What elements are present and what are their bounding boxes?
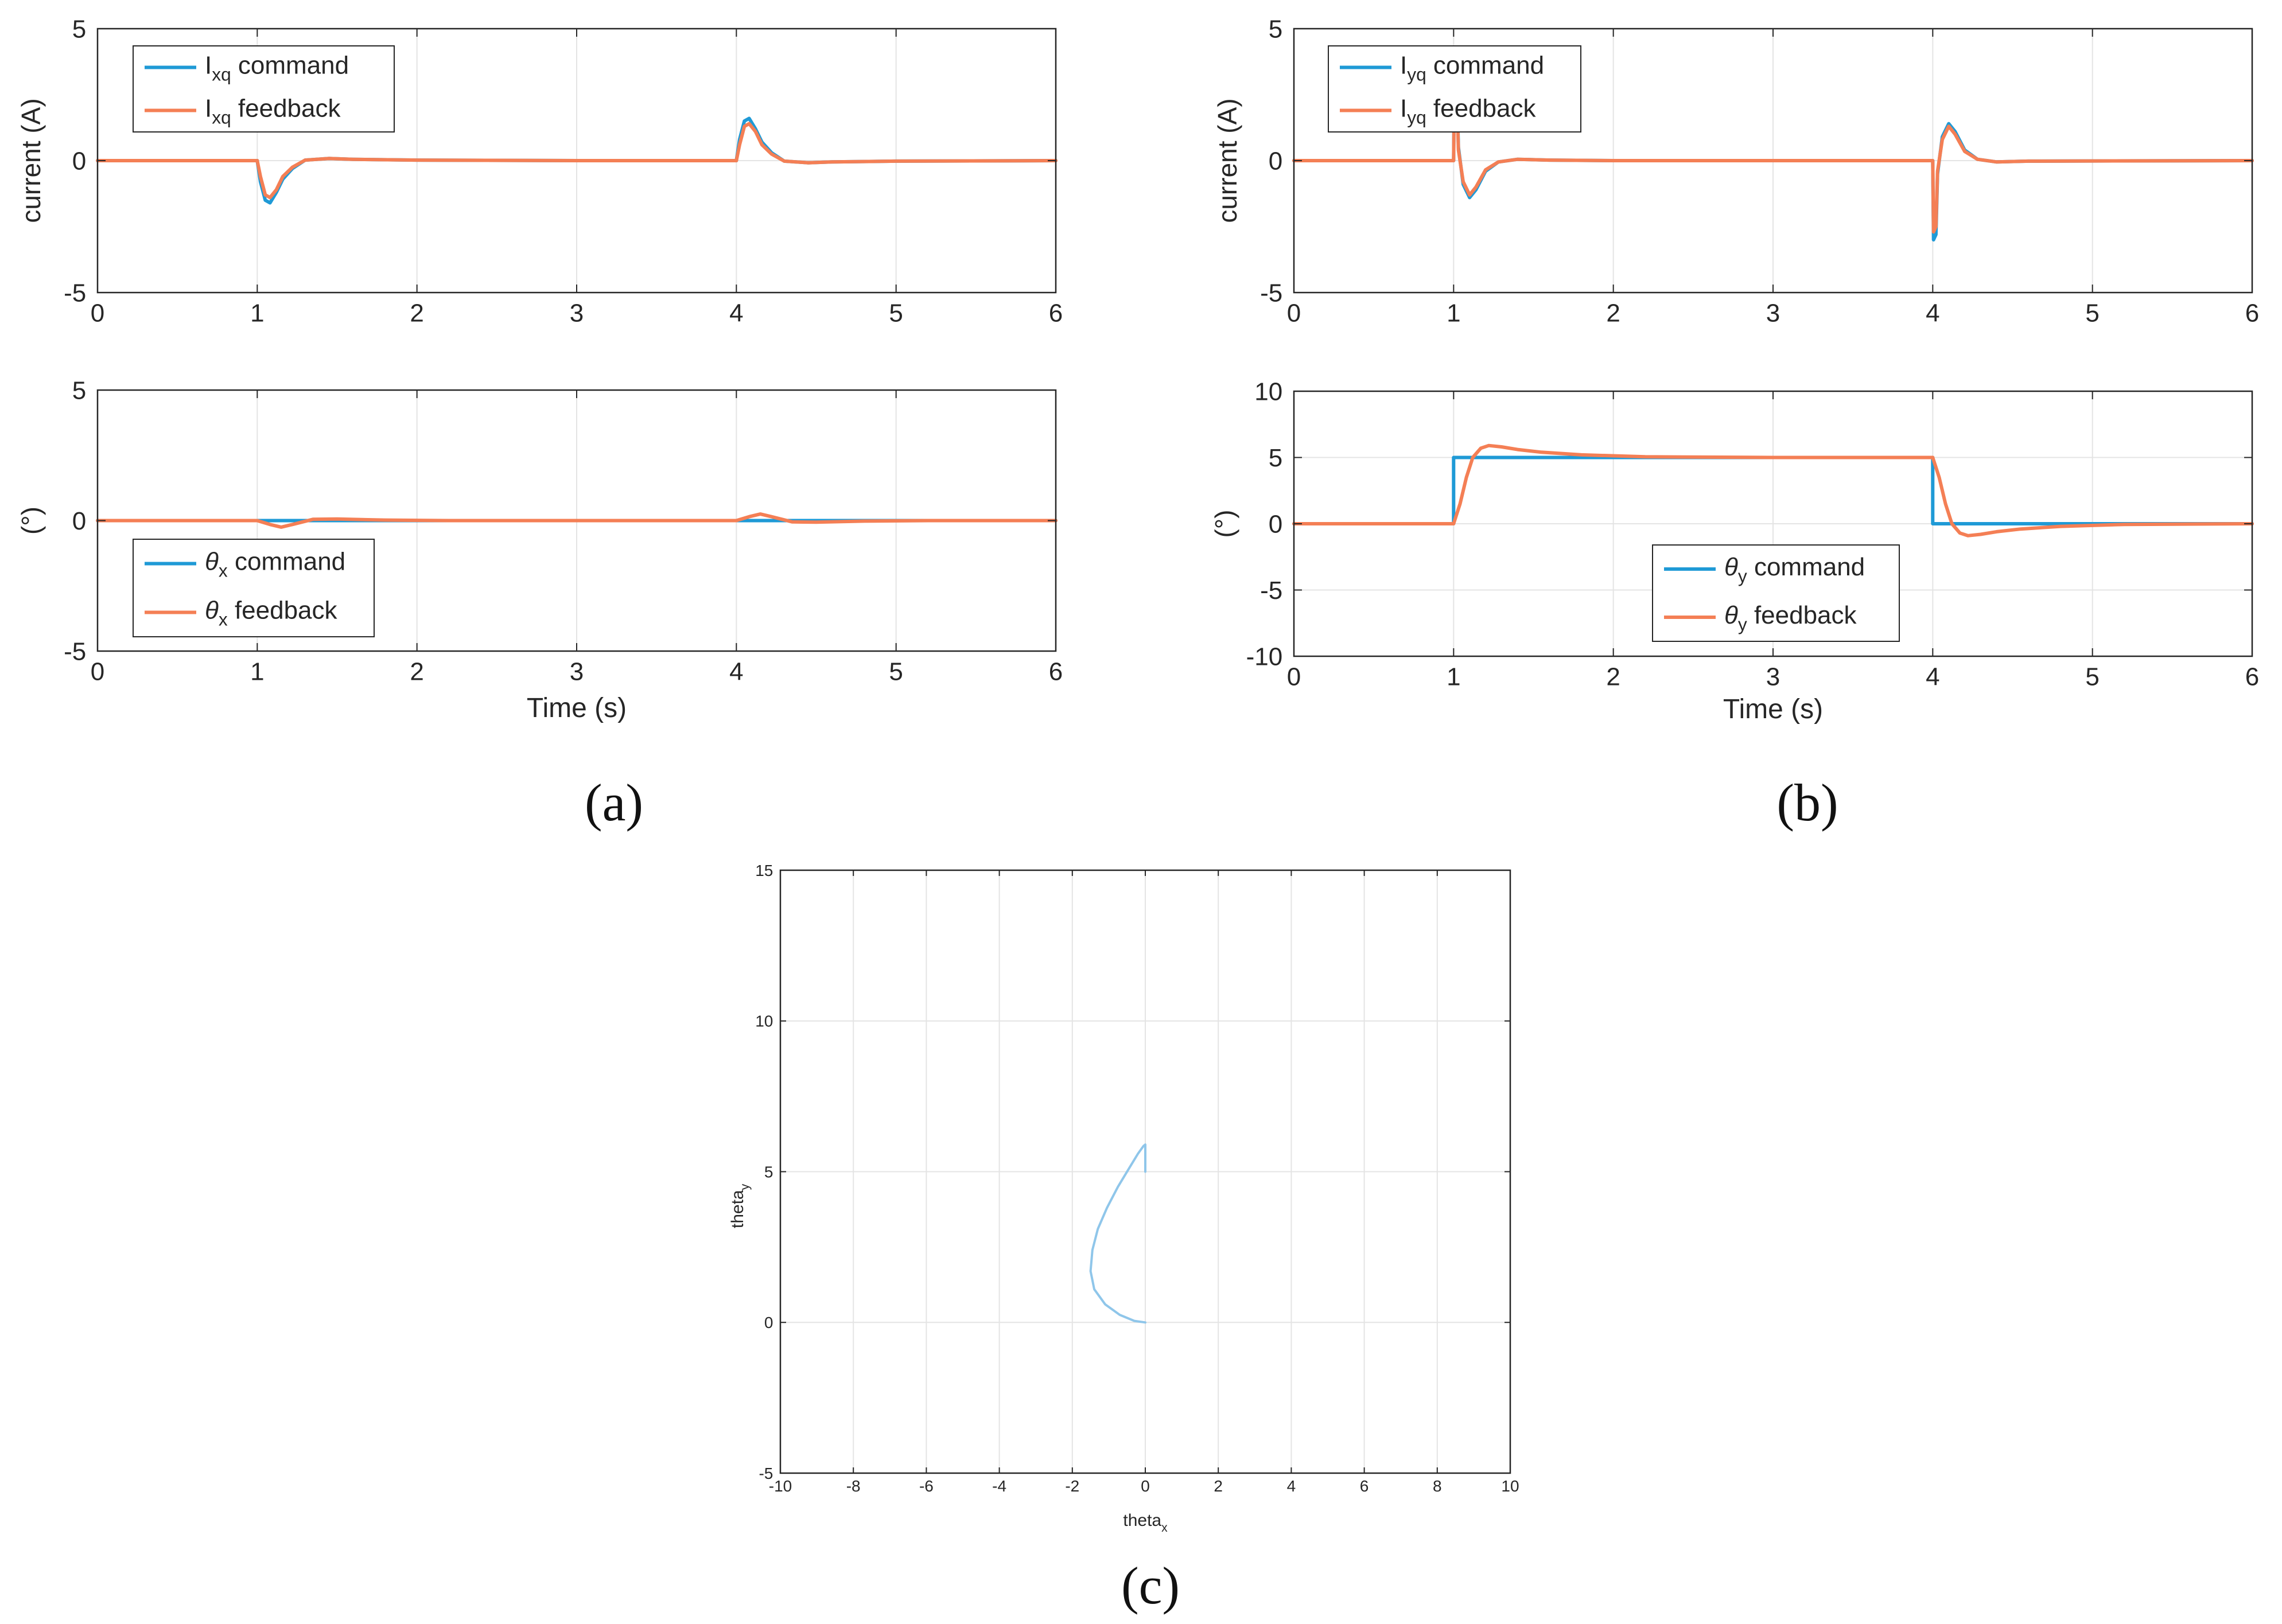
y-tick-label: -5 — [1260, 577, 1282, 605]
y-axis-label: current (A) — [16, 98, 46, 223]
y-tick-label: -5 — [759, 1465, 773, 1482]
x-tick-label: 8 — [1433, 1477, 1442, 1495]
legend: θy command θy feedback — [1652, 544, 1900, 642]
y-tick-label: 5 — [1269, 444, 1282, 472]
x-tick-label: -8 — [846, 1477, 861, 1495]
y-tick-label: 0 — [764, 1314, 773, 1331]
x-tick-label: 3 — [570, 658, 584, 686]
x-tick-label: 6 — [2245, 663, 2259, 691]
y-tick-label: 5 — [764, 1163, 773, 1181]
legend-entry-feedback: Iyq feedback — [1400, 95, 1536, 128]
legend: Iyq command Iyq feedback — [1328, 45, 1581, 133]
y-tick-label: -10 — [1246, 642, 1283, 671]
legend-box — [133, 539, 375, 637]
x-tick-label: 1 — [250, 658, 264, 686]
x-tick-label: 4 — [729, 299, 743, 328]
x-tick-label: -10 — [769, 1477, 792, 1495]
x-tick-label: 0 — [1287, 299, 1301, 328]
series-line-feedback — [96, 512, 1058, 529]
x-tick-label: 0 — [91, 658, 104, 686]
x-tick-label: 5 — [889, 658, 903, 686]
x-tick-label: -2 — [1065, 1477, 1079, 1495]
x-tick-label: 3 — [570, 299, 584, 328]
series-line-feedback — [1292, 443, 2254, 538]
y-tick-label: -5 — [64, 637, 86, 665]
x-tick-label: 2 — [410, 299, 423, 328]
x-tick-label: 1 — [250, 299, 264, 328]
x-tick-label: 0 — [91, 299, 104, 328]
x-tick-label: 6 — [1360, 1477, 1369, 1495]
legend-entry-command: θy command — [1724, 553, 1865, 586]
y-tick-label: 0 — [72, 507, 86, 535]
y-tick-label: -5 — [64, 279, 86, 307]
series-line-feedback — [96, 122, 1058, 200]
legend-box — [1328, 45, 1581, 133]
x-tick-label: 2 — [1606, 663, 1620, 691]
x-tick-label: 5 — [889, 299, 903, 328]
x-tick-label: 5 — [2085, 299, 2099, 328]
y-axis-label: current (A) — [1212, 98, 1242, 223]
x-tick-label: 2 — [1214, 1477, 1223, 1495]
y-tick-label: 0 — [1269, 147, 1282, 175]
x-axis-label: Time (s) — [1723, 694, 1823, 725]
legend: Ixq command Ixq feedback — [133, 45, 395, 133]
series-line-trajectory — [1089, 1143, 1146, 1324]
x-tick-label: 6 — [2245, 299, 2259, 328]
caption-b: (b) — [1776, 773, 1838, 832]
y-tick-label: -5 — [1260, 279, 1282, 307]
x-tick-label: 0 — [1287, 663, 1301, 691]
x-tick-label: 10 — [1501, 1477, 1519, 1495]
x-tick-label: 1 — [1447, 663, 1460, 691]
y-axis-label: (°) — [16, 507, 46, 535]
x-tick-label: 2 — [410, 658, 423, 686]
y-tick-label: 0 — [72, 147, 86, 175]
x-tick-label: 5 — [2085, 663, 2099, 691]
x-tick-label: 6 — [1049, 658, 1063, 686]
x-tick-label: 4 — [1287, 1477, 1296, 1495]
legend-entry-feedback: θx feedback — [205, 597, 338, 630]
legend-entry-feedback: Ixq feedback — [205, 95, 341, 128]
x-tick-label: 6 — [1049, 299, 1063, 328]
x-tick-label: -4 — [992, 1477, 1006, 1495]
legend-box — [133, 45, 395, 133]
legend-entry-feedback: θy feedback — [1724, 601, 1857, 634]
y-tick-label: 5 — [72, 15, 86, 43]
x-tick-label: 0 — [1141, 1477, 1150, 1495]
series-line-feedback — [1292, 87, 2254, 234]
y-tick-label: 5 — [72, 376, 86, 404]
y-tick-label: 10 — [755, 1012, 773, 1030]
x-axis-label: Time (s) — [527, 693, 627, 723]
legend-entry-command: Iyq command — [1400, 52, 1544, 85]
caption-a: (a) — [585, 773, 643, 832]
x-tick-label: 4 — [1926, 663, 1939, 691]
y-tick-label: 5 — [1269, 15, 1282, 43]
legend-entry-command: θx command — [205, 548, 345, 581]
legend-entry-command: Ixq command — [205, 52, 349, 85]
y-axis-label: (°) — [1210, 509, 1239, 538]
y-tick-label: 15 — [755, 862, 773, 879]
x-tick-label: 4 — [1926, 299, 1939, 328]
x-tick-label: 3 — [1766, 299, 1780, 328]
x-tick-label: 3 — [1766, 663, 1780, 691]
legend-box — [1652, 544, 1900, 642]
legend: θx command θx feedback — [133, 539, 375, 637]
y-tick-label: 0 — [1269, 510, 1282, 538]
x-tick-label: 2 — [1606, 299, 1620, 328]
x-tick-label: 1 — [1447, 299, 1460, 328]
x-tick-label: -6 — [919, 1477, 934, 1495]
x-tick-label: 4 — [729, 658, 743, 686]
y-tick-label: 10 — [1254, 377, 1282, 406]
caption-c: (c) — [1121, 1556, 1180, 1615]
